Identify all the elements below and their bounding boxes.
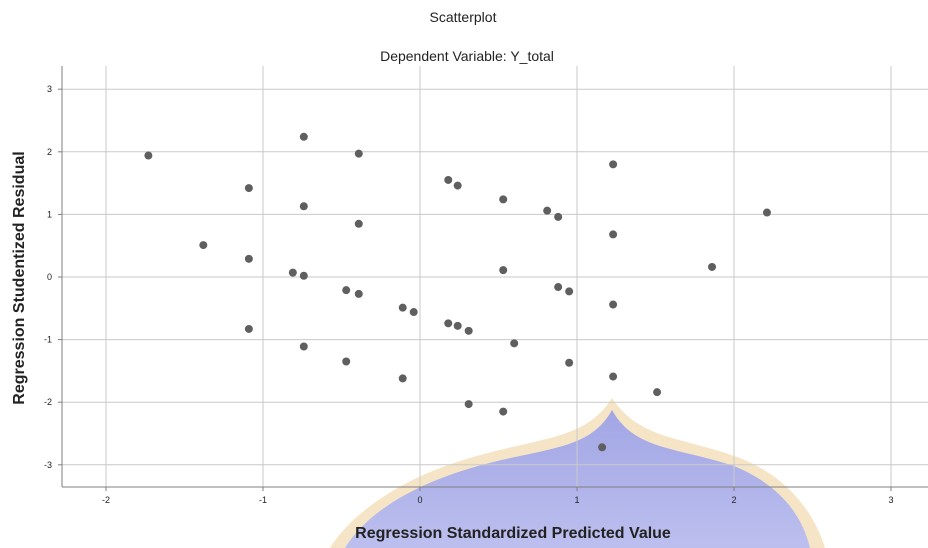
data-point: [464, 400, 473, 409]
y-tick-label: 3: [47, 84, 52, 94]
axes-layer: -2 -1 0 1 2 3 -3 -2 -1 0 1 2 3: [44, 66, 928, 505]
data-point: [288, 268, 297, 277]
data-point: [299, 271, 308, 280]
y-tick-label: 0: [47, 272, 52, 282]
x-tick-label: -1: [259, 495, 267, 505]
data-point: [609, 230, 618, 239]
data-point: [453, 181, 462, 190]
x-axis-title: Regression Standardized Predicted Value: [355, 525, 671, 542]
data-point: [409, 308, 418, 317]
data-point: [554, 283, 563, 292]
y-tick-label: -1: [44, 335, 52, 345]
data-point: [299, 342, 308, 351]
x-tick-label: -2: [102, 495, 110, 505]
data-point: [354, 149, 363, 158]
data-point: [354, 289, 363, 298]
data-point: [244, 254, 253, 263]
y-tick-label: -3: [44, 460, 52, 470]
x-tick-label: 2: [731, 495, 736, 505]
x-tick-label: 1: [574, 495, 579, 505]
grid-layer: [62, 66, 928, 487]
data-point: [565, 287, 574, 296]
data-point: [499, 266, 508, 275]
data-point: [453, 321, 462, 330]
data-point: [499, 407, 508, 416]
data-point: [543, 206, 552, 215]
data-point: [299, 202, 308, 211]
data-point: [609, 372, 618, 381]
data-point: [565, 358, 574, 367]
chart-title: Scatterplot: [430, 9, 497, 25]
points-layer: [144, 132, 771, 452]
data-point: [499, 195, 508, 204]
data-point: [554, 212, 563, 221]
data-point: [398, 303, 407, 312]
data-point: [342, 357, 351, 366]
data-point: [598, 443, 607, 452]
data-point: [444, 319, 453, 328]
chart-subtitle: Dependent Variable: Y_total: [380, 48, 554, 64]
data-point: [464, 326, 473, 335]
data-point: [609, 160, 618, 169]
data-point: [342, 286, 351, 295]
data-point: [444, 175, 453, 184]
y-axis-title: Regression Studentized Residual: [11, 151, 28, 404]
data-point: [144, 151, 153, 160]
data-point: [653, 388, 662, 397]
x-tick-label: 0: [417, 495, 422, 505]
data-point: [299, 132, 308, 141]
data-point: [609, 300, 618, 309]
y-tick-label: 1: [47, 209, 52, 219]
y-tick-label: -2: [44, 397, 52, 407]
data-point: [708, 262, 717, 271]
data-point: [398, 374, 407, 383]
data-point: [510, 339, 519, 348]
data-point: [762, 208, 771, 217]
data-point: [354, 219, 363, 228]
data-point: [199, 241, 208, 250]
y-tick-label: 2: [47, 147, 52, 157]
x-tick-label: 3: [888, 495, 893, 505]
data-point: [244, 324, 253, 333]
data-point: [244, 184, 253, 193]
